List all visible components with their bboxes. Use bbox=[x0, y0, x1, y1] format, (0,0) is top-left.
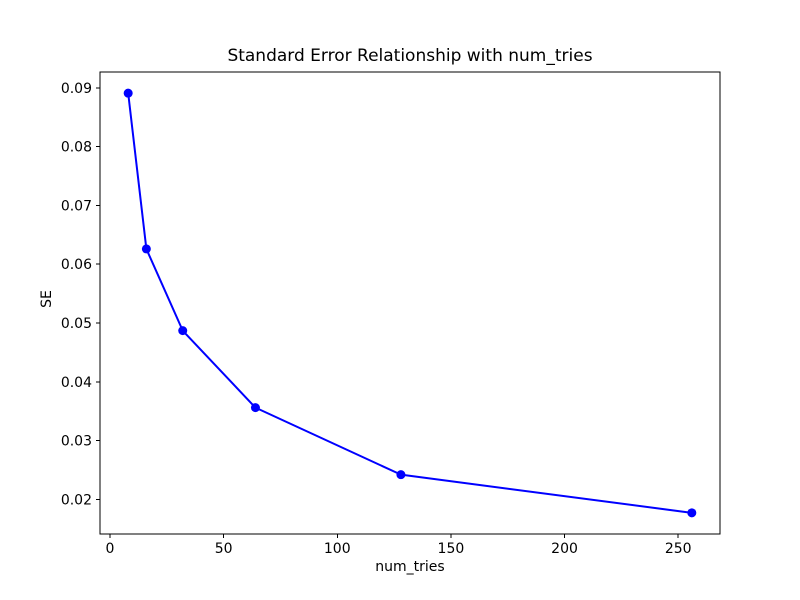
chart-title: Standard Error Relationship with num_tri… bbox=[227, 46, 593, 66]
data-point bbox=[123, 88, 133, 98]
x-tick-label: 200 bbox=[551, 541, 578, 557]
y-tick-label: 0.08 bbox=[61, 140, 92, 156]
y-tick-label: 0.07 bbox=[61, 198, 92, 214]
x-tick-label: 100 bbox=[324, 541, 351, 557]
data-point bbox=[687, 508, 697, 518]
y-axis-label: SE bbox=[39, 290, 55, 308]
x-tick-label: 250 bbox=[665, 541, 692, 557]
y-tick-label: 0.06 bbox=[61, 257, 92, 273]
data-point bbox=[250, 403, 260, 413]
x-tick-label: 150 bbox=[438, 541, 465, 557]
data-point bbox=[141, 244, 151, 254]
x-tick-label: 50 bbox=[215, 541, 233, 557]
y-tick-label: 0.05 bbox=[61, 316, 92, 332]
y-tick-label: 0.09 bbox=[61, 81, 92, 97]
x-axis-label: num_tries bbox=[375, 559, 445, 575]
data-point bbox=[396, 470, 406, 480]
y-tick-label: 0.02 bbox=[61, 492, 92, 508]
plot-border bbox=[99, 71, 721, 535]
data-line bbox=[127, 92, 693, 514]
x-tick-label: 0 bbox=[106, 541, 115, 557]
data-point bbox=[178, 326, 188, 336]
y-tick-label: 0.03 bbox=[61, 434, 92, 450]
y-tick-label: 0.04 bbox=[61, 375, 92, 391]
